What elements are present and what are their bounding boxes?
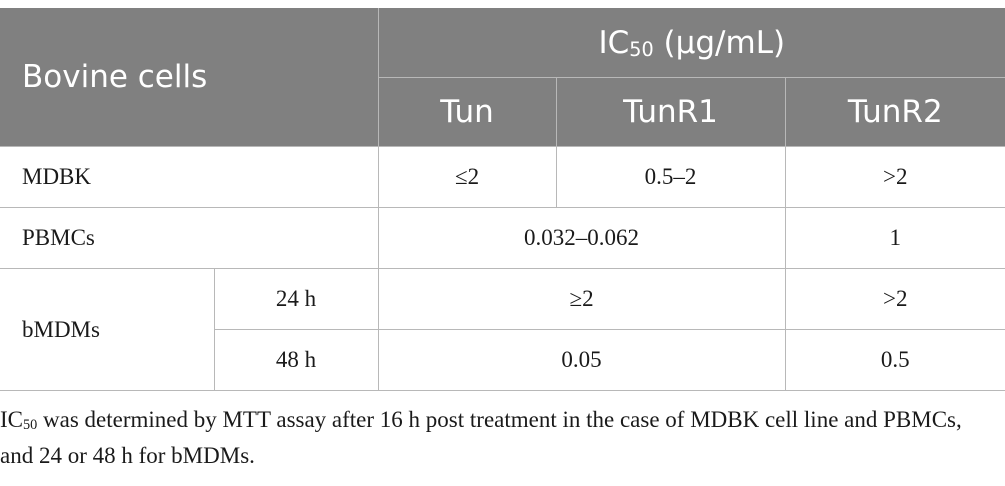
table-row-mdbk: MDBK ≤2 0.5–2 >2	[0, 146, 1005, 208]
column-header-tunr2: TunR2	[784, 77, 1005, 147]
table-header: Bovine cells IC50 (μg/mL) Tun TunR1 TunR…	[0, 8, 1005, 147]
ic50-table: Bovine cells IC50 (μg/mL) Tun TunR1 TunR…	[0, 8, 1005, 391]
cell-mdbk-tunr2: >2	[784, 146, 1005, 208]
ic50-header-unit: (μg/mL)	[653, 24, 786, 61]
column-header-tunr1: TunR1	[555, 77, 786, 147]
row-label-mdbk: MDBK	[0, 146, 379, 208]
row-label-header: Bovine cells	[0, 8, 379, 147]
cell-bmdms-48h-tun-tunr1: 0.05	[377, 329, 786, 391]
header-row-1: Bovine cells IC50 (μg/mL)	[0, 8, 1005, 147]
ic50-header: IC50 (μg/mL)	[377, 8, 1005, 78]
footnote-prefix: IC	[0, 407, 23, 432]
cell-pbmcs-tun-tunr1: 0.032–0.062	[377, 207, 786, 269]
cell-mdbk-tun: ≤2	[377, 146, 557, 208]
cell-bmdms-24h-tun-tunr1: ≥2	[377, 268, 786, 330]
ic50-header-prefix: IC	[598, 24, 630, 61]
time-label-24h: 24 h	[213, 268, 379, 330]
table-body: MDBK ≤2 0.5–2 >2 PBMCs 0.032–0.062 1 bMD…	[0, 146, 1005, 391]
row-label-bmdms: bMDMs	[0, 268, 215, 391]
table-row-bmdms-48h: 48 h 0.05 0.5	[0, 329, 1005, 391]
time-label-48h: 48 h	[214, 329, 379, 391]
cell-bmdms-24h-tunr2: >2	[784, 268, 1005, 330]
table-row-bmdms-24h: bMDMs 24 h ≥2 >2	[0, 268, 1005, 391]
header-row-2: Tun TunR1 TunR2	[0, 77, 1005, 147]
cell-pbmcs-tunr2: 1	[784, 207, 1005, 269]
ic50-table-container: Bovine cells IC50 (μg/mL) Tun TunR1 TunR…	[0, 8, 1005, 391]
table-row-pbmcs: PBMCs 0.032–0.062 1	[0, 207, 1005, 269]
footnote-text: was determined by MTT assay after 16 h p…	[0, 407, 962, 468]
cell-mdbk-tunr1: 0.5–2	[555, 146, 786, 208]
column-header-tun: Tun	[378, 77, 557, 147]
footnote-subscript: 50	[23, 417, 38, 434]
row-label-pbmcs: PBMCs	[0, 207, 379, 269]
table-footnote: IC50 was determined by MTT assay after 1…	[0, 402, 1000, 474]
ic50-header-subscript: 50	[629, 37, 654, 61]
cell-bmdms-48h-tunr2: 0.5	[784, 329, 1005, 391]
